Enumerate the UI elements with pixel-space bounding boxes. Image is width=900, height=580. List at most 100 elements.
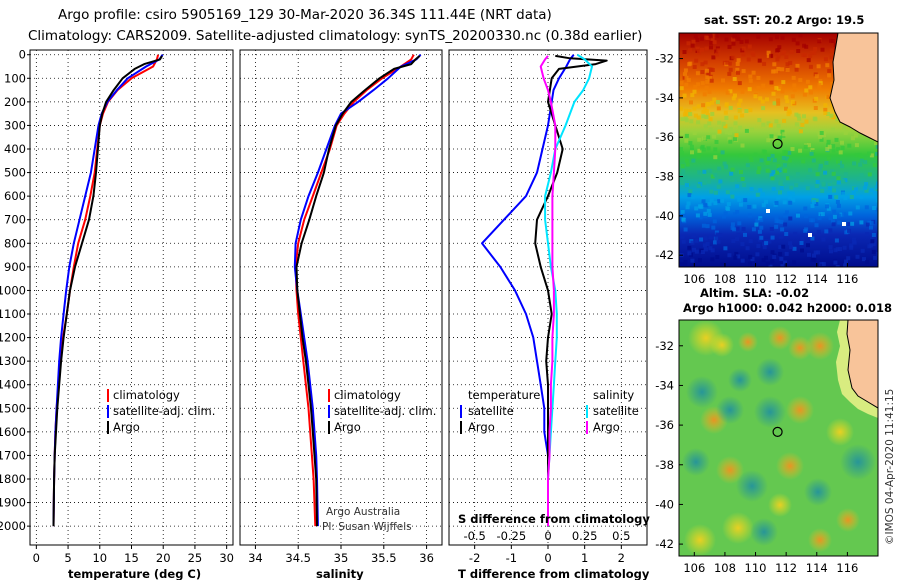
series-line-temperature-satellite	[481, 54, 575, 527]
legend-label-t-satellite: satellite	[468, 404, 514, 418]
sst-pixel	[800, 122, 805, 127]
sst-pixel	[779, 219, 784, 224]
sst-pixel	[688, 48, 693, 53]
sst-pixel	[814, 96, 819, 101]
y-tick-label: 400	[4, 142, 26, 156]
sst-pixel	[714, 52, 719, 57]
sst-pixel	[817, 132, 822, 137]
sst-pixel	[780, 89, 785, 94]
sst-pixel	[776, 195, 781, 200]
sst-pixel	[869, 220, 874, 225]
sst-pixel	[753, 152, 758, 157]
sst-pixel	[724, 37, 729, 42]
sst-pixel	[876, 181, 878, 186]
sst-pixel	[744, 109, 749, 113]
sst-pixel	[736, 70, 740, 75]
sst-pixel	[728, 67, 733, 72]
sst-pixel	[808, 85, 813, 90]
sst-pixel	[830, 169, 834, 174]
sst-pixel	[821, 237, 826, 242]
sla-eddy	[684, 524, 716, 556]
temperature-grid	[30, 50, 233, 545]
series-line-satellite-adj-clim-	[293, 54, 422, 527]
sst-pixel	[721, 78, 725, 83]
credit-argo-australia: Argo Australia	[326, 506, 400, 518]
sst-pixel	[690, 258, 695, 263]
sst-pixel	[840, 146, 845, 150]
sst-pixel	[705, 102, 710, 106]
sst-pixel	[847, 228, 851, 233]
sst-pixel	[784, 55, 789, 59]
y-tick-label: 1400	[0, 378, 26, 392]
sst-pixel	[710, 111, 715, 116]
salinity-xlabel: salinity	[316, 567, 364, 580]
sst-pixel	[735, 237, 739, 241]
sst-pixel	[706, 71, 711, 76]
difference-x2label: S difference from climatology	[458, 512, 650, 526]
sst-pixel	[769, 227, 774, 231]
sst-pixel	[762, 242, 766, 247]
sst-pixel	[766, 138, 771, 143]
sst-pixel	[844, 259, 848, 264]
sst-pixel	[834, 137, 839, 142]
sst-pixel	[784, 232, 789, 236]
sst-pixel	[805, 186, 810, 191]
sst-pixel	[782, 200, 787, 205]
sst-pixel	[731, 55, 736, 60]
sst-pixel	[829, 55, 834, 60]
y-tick-label: 1900	[0, 496, 26, 510]
sst-pixel	[776, 164, 781, 169]
sla-eddy	[728, 368, 752, 392]
sst-pixel	[859, 173, 864, 178]
lon-tick-label: 106	[683, 272, 705, 286]
sst-pixel	[775, 57, 780, 62]
sst-pixel	[782, 213, 787, 218]
sla-eddy	[716, 396, 744, 424]
sst-pixel	[744, 39, 749, 44]
sst-pixel	[693, 34, 698, 39]
sst-pixel	[735, 226, 740, 231]
sst-pixel	[837, 213, 842, 218]
sst-pixel	[740, 242, 745, 247]
sst-pixel	[763, 149, 767, 154]
sst-pixel	[736, 58, 741, 63]
sst-pixel	[854, 143, 859, 148]
sst-pixel	[687, 245, 692, 250]
x-tick-label: 0	[544, 551, 551, 565]
sst-pixel	[703, 214, 708, 219]
sst-pixel	[810, 236, 815, 241]
y-tick-label: 1500	[0, 401, 26, 415]
sst-pixel	[785, 62, 790, 67]
sst-pixel	[831, 171, 836, 176]
sst-pixel	[814, 202, 819, 206]
sst-pixel	[775, 48, 780, 53]
x-tick-label: 34.5	[285, 551, 311, 565]
sst-pixel	[832, 209, 837, 214]
sst-pixel	[700, 70, 705, 74]
sst-pixel	[766, 50, 771, 55]
sst-pixel	[696, 120, 701, 125]
sst-pixel	[701, 199, 706, 204]
sst-pixel	[770, 235, 775, 240]
sst-pixel	[806, 58, 811, 63]
sst-pixel	[759, 235, 764, 240]
sst-pixel	[761, 122, 766, 127]
sst-pixel	[769, 134, 774, 139]
y-tick-label: 1000	[0, 283, 26, 297]
sst-pixel	[776, 66, 781, 71]
sst-pixel	[751, 227, 756, 232]
sst-pixel	[802, 114, 806, 119]
sst-pixel	[847, 143, 852, 148]
sst-pixel	[769, 53, 774, 58]
sst-pixel	[761, 258, 766, 263]
sst-pixel	[818, 135, 823, 140]
sst-pixel	[756, 76, 761, 80]
sst-pixel	[701, 114, 706, 119]
sst-pixel	[693, 113, 698, 118]
sst-pixel	[840, 140, 844, 145]
sst-pixel	[869, 243, 873, 248]
sst-pixel	[826, 206, 831, 211]
sst-pixel	[780, 35, 785, 40]
sst-pixel	[823, 111, 828, 116]
